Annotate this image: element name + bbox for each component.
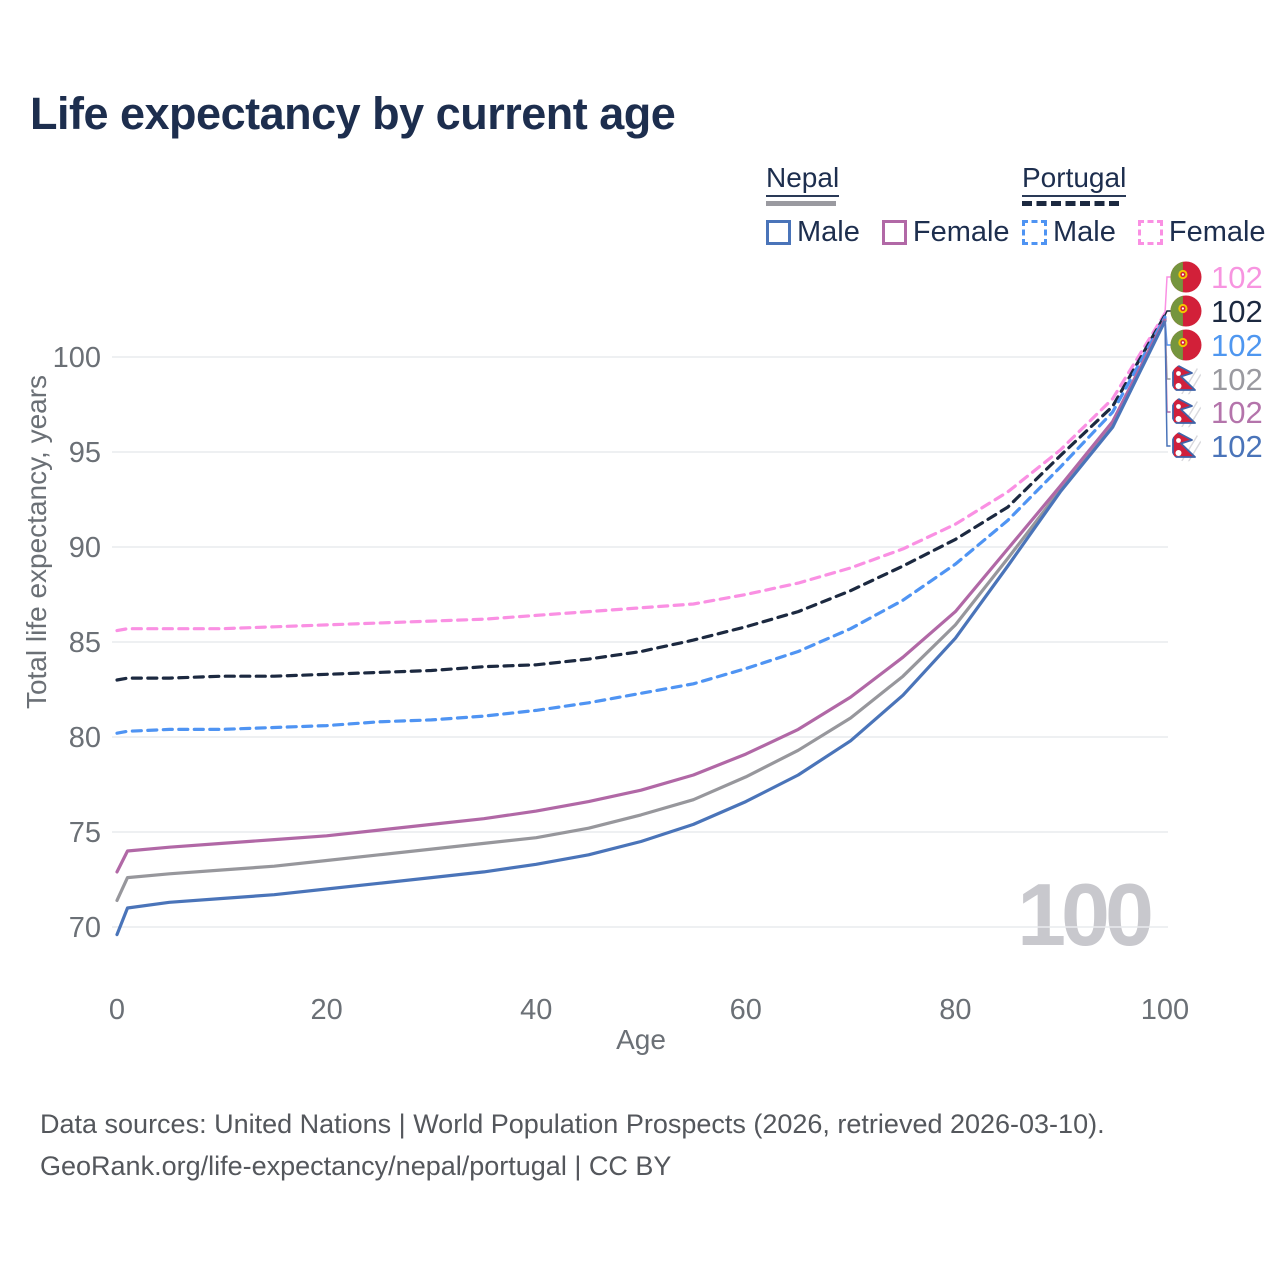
x-tick-label-100: 100: [1141, 994, 1189, 1026]
portugal-flag-icon: [1170, 295, 1202, 327]
legend-country-nepal[interactable]: Nepal: [766, 162, 840, 197]
series-line-portugal-female: [115, 311, 1167, 633]
x-tick-label-20: 20: [310, 994, 342, 1026]
y-axis-title: Total life expectancy, years: [21, 375, 52, 709]
current-age-watermark: 100: [1017, 865, 1151, 964]
legend-item-nepal-male[interactable]: Male: [766, 216, 860, 249]
x-axis-title: Age: [616, 1024, 666, 1055]
series-line-portugal-both: [115, 313, 1167, 682]
legend-label-portugal-female[interactable]: Female: [1168, 216, 1266, 248]
y-tick-label-100: 100: [53, 342, 101, 374]
legend-swatch-portugal-male[interactable]: [1022, 220, 1047, 245]
portugal-flag-icon: [1170, 329, 1202, 361]
nepal-flag-icon: [1170, 430, 1202, 462]
legend-label-nepal-female[interactable]: Female: [912, 216, 1010, 248]
end-label-connector-nepal-male: [1164, 320, 1171, 447]
footer: Data sources: United Nations | World Pop…: [40, 1103, 1105, 1187]
x-tick-label-60: 60: [730, 994, 762, 1026]
series-line-nepal-both: [115, 317, 1167, 903]
y-tick-label-85: 85: [69, 627, 101, 659]
y-tick-label-90: 90: [69, 532, 101, 564]
y-tick-label-70: 70: [69, 912, 101, 944]
x-tick-label-80: 80: [939, 994, 971, 1026]
legend-country-portugal[interactable]: Portugal: [1022, 162, 1127, 197]
footer-attribution: GeoRank.org/life-expectancy/nepal/portug…: [40, 1151, 672, 1181]
end-value-label-nepal-both: 102: [1211, 362, 1263, 397]
legend-group-portugal: Portugal Male Female: [1022, 162, 1266, 249]
legend-label-portugal-male[interactable]: Male: [1053, 216, 1116, 248]
legend-label-nepal-male[interactable]: Male: [797, 216, 860, 248]
series-line-nepal-male: [115, 319, 1167, 937]
end-value-label-portugal-male: 102: [1211, 328, 1263, 363]
series-line-portugal-male: [115, 315, 1167, 735]
y-tick-label-75: 75: [69, 817, 101, 849]
legend-swatch-portugal-female[interactable]: [1137, 220, 1163, 245]
legend-line-swatch-portugal: [1022, 201, 1119, 206]
end-label-connector-portugal-female: [1164, 276, 1171, 314]
legend-item-portugal-male[interactable]: Male: [1022, 216, 1116, 249]
portugal-flag-icon: [1170, 261, 1202, 293]
end-value-label-nepal-female: 102: [1211, 395, 1263, 430]
nepal-flag-icon: [1170, 363, 1202, 395]
legend-swatch-nepal-female[interactable]: [881, 220, 907, 245]
x-tick-label-40: 40: [520, 994, 552, 1026]
series-line-nepal-female: [115, 317, 1167, 874]
legend-group-nepal: Nepal Male Female: [766, 162, 1010, 249]
y-tick-label-80: 80: [69, 722, 101, 754]
end-value-label-portugal-both: 102: [1211, 294, 1263, 329]
y-tick-label-95: 95: [69, 437, 101, 469]
legend-item-nepal-female[interactable]: Female: [881, 216, 1010, 249]
end-value-label-nepal-male: 102: [1211, 429, 1263, 464]
legend-item-portugal-female[interactable]: Female: [1137, 216, 1266, 249]
end-label-connector-portugal-both: [1164, 310, 1171, 316]
footer-data-sources: Data sources: United Nations | World Pop…: [40, 1109, 1105, 1139]
legend-swatch-nepal-male[interactable]: [766, 220, 791, 245]
x-tick-label-0: 0: [109, 994, 125, 1026]
legend-line-swatch-nepal: [766, 201, 836, 206]
chart-title: Life expectancy by current age: [30, 88, 676, 139]
end-value-label-portugal-female: 102: [1211, 260, 1263, 295]
